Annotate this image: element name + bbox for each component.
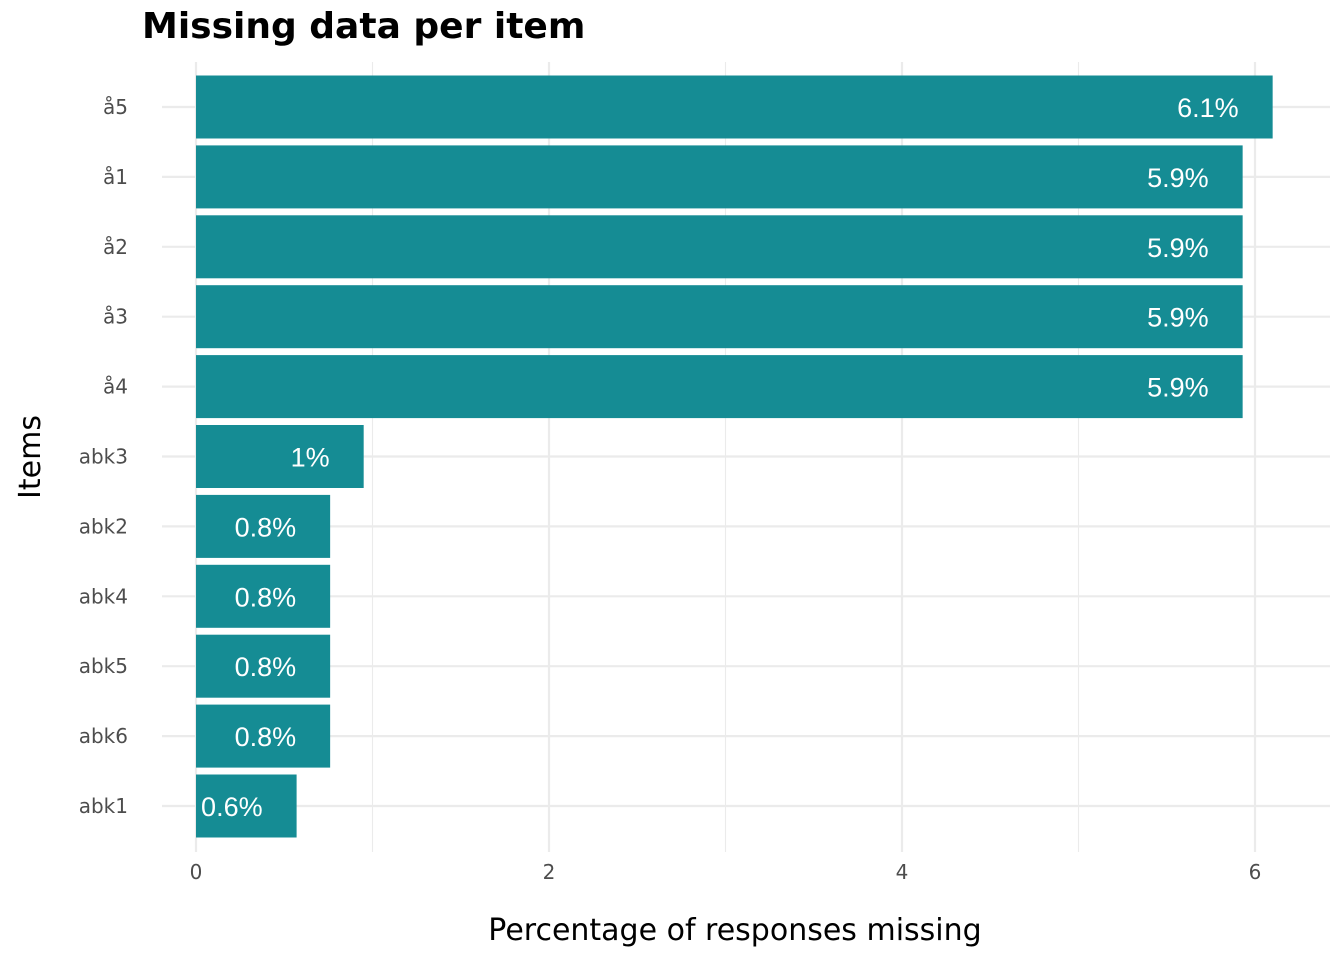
- x-tick-labels: 0 2 4 6: [190, 860, 1262, 884]
- x-tick-label: 6: [1249, 860, 1262, 884]
- y-tick-label: abk6: [79, 724, 128, 748]
- y-tick-label: abk3: [79, 445, 128, 469]
- bar: [196, 774, 297, 838]
- chart-title: Missing data per item: [142, 6, 586, 47]
- bar-value-label: 5.9%: [1147, 303, 1209, 333]
- y-axis-title: Items: [13, 415, 48, 499]
- bar: [196, 494, 331, 558]
- x-axis-title: Percentage of responses missing: [488, 913, 981, 948]
- bar: [196, 634, 331, 698]
- bar: [196, 145, 1243, 209]
- bar-value-label: 0.8%: [235, 512, 297, 542]
- bar: [196, 215, 1243, 279]
- y-tick-label: abk4: [79, 584, 128, 608]
- bar: [196, 425, 364, 488]
- bar-value-label: 0.6%: [201, 792, 263, 822]
- bar: [196, 285, 1243, 349]
- y-tick-label: å1: [103, 165, 128, 189]
- y-tick-labels: å5 å1 å2 å3 å4 abk3 abk2 abk4 abk5 abk6 abk1: [79, 95, 128, 818]
- bar: [196, 564, 331, 628]
- x-tick-label: 0: [190, 860, 203, 884]
- bars: [196, 75, 1273, 838]
- bar-value-label: 0.8%: [235, 582, 297, 612]
- bar: [196, 704, 331, 768]
- y-tick-label: abk1: [79, 794, 128, 818]
- bar-value-label: 5.9%: [1147, 373, 1209, 403]
- y-tick-label: abk2: [79, 514, 128, 538]
- bar-value-label: 5.9%: [1147, 163, 1209, 193]
- y-tick-label: å5: [103, 95, 128, 119]
- bar-value-label: 6.1%: [1177, 93, 1239, 123]
- x-tick-label: 4: [896, 860, 909, 884]
- y-tick-label: å2: [103, 235, 128, 259]
- bar-value-label: 0.8%: [235, 722, 297, 752]
- bar-value-label: 1%: [291, 443, 330, 473]
- y-tick-label: abk5: [79, 654, 128, 678]
- bar: [196, 75, 1273, 139]
- bar-value-label: 5.9%: [1147, 233, 1209, 263]
- bar: [196, 355, 1243, 419]
- y-tick-label: å3: [103, 305, 128, 329]
- bar-value-labels: 6.1% 5.9% 5.9% 5.9% 5.9% 1% 0.8% 0.8% 0.8% 0.8% 0.…: [201, 93, 1239, 822]
- bar-value-label: 0.8%: [235, 652, 297, 682]
- y-tick-label: å4: [103, 375, 128, 399]
- x-tick-label: 2: [543, 860, 556, 884]
